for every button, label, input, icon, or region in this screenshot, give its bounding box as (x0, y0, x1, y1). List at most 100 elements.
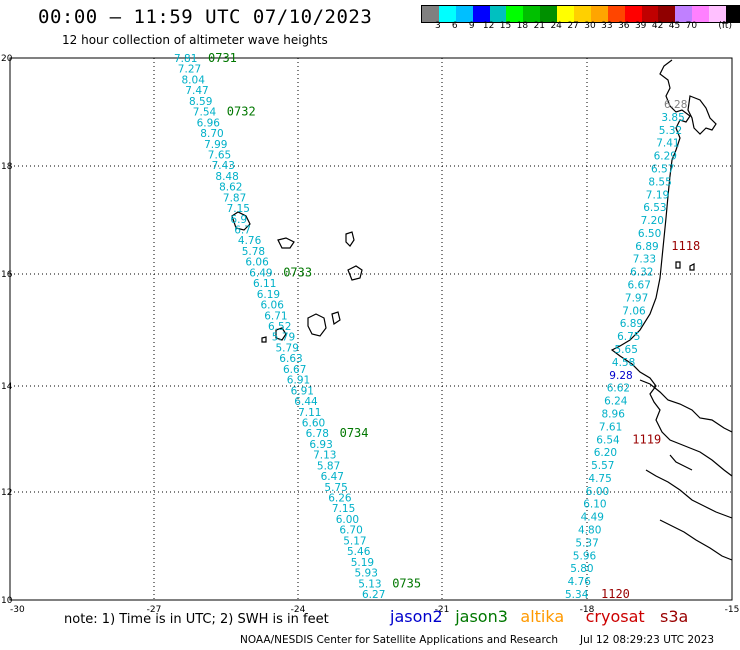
wave-height-label: 4.80 (578, 525, 601, 537)
footer-credit: NOAA/NESDIS Center for Satellite Applica… (240, 634, 558, 646)
wave-height-label: 7.47 (185, 85, 208, 97)
wave-height-label: 5.75 (324, 482, 347, 494)
wave-height-label: 7.15 (227, 203, 250, 215)
color-swatch (523, 6, 541, 22)
wave-height-label: 5.79 (272, 332, 295, 344)
wave-height-label: 6.10 (583, 499, 606, 511)
map-subtitle: 12 hour collection of altimeter wave hei… (62, 33, 328, 47)
wave-height-label: 6.20 (594, 447, 617, 459)
color-scale-label: 21 (533, 21, 546, 31)
y-tick-label: 14 (1, 382, 13, 392)
wave-height-label: 7.27 (178, 64, 201, 76)
wave-height-label: 6.19 (257, 289, 280, 301)
footer-timestamp: Jul 12 08:29:23 UTC 2023 (580, 634, 715, 646)
wave-height-label: 7.13 (313, 450, 336, 462)
wave-height-label: 6.60 (302, 418, 325, 430)
island-6 (261, 336, 267, 343)
color-swatch (624, 6, 642, 22)
wave-height-label: 6.28 (664, 99, 687, 111)
coast-detail-5 (669, 454, 693, 471)
wave-height-label: 6.54 (596, 434, 620, 446)
wave-height-label: 4.76 (238, 235, 262, 247)
wave-height-label: 5.78 (242, 246, 265, 258)
x-tick-label: -18 (580, 605, 595, 615)
wave-height-label: 5.34 (565, 589, 589, 601)
wave-height-label: 8.55 (648, 176, 671, 188)
color-swatch (422, 6, 439, 22)
wave-height-label: 7.15 (332, 503, 355, 515)
y-tick-label: 18 (1, 162, 13, 172)
wave-height-label: 6.26 (328, 493, 352, 505)
wave-height-label: 6.91 (291, 385, 314, 397)
color-scale-label: 15 (499, 21, 512, 31)
color-swatch (557, 6, 575, 22)
color-scale-label: 27 (567, 21, 579, 31)
pass-time-label: 0734 (340, 426, 369, 440)
color-swatch (438, 6, 456, 22)
pass-time-label: 1118 (671, 239, 700, 253)
wave-height-label: 6.70 (339, 525, 362, 537)
wave-height-label: 8.59 (189, 96, 212, 108)
wave-height-label: 7.19 (646, 189, 669, 201)
color-swatch (658, 6, 676, 22)
wave-height-label: 6.67 (628, 280, 651, 292)
wave-height-label: 6.62 (607, 383, 630, 395)
map-note: note: 1) Time is in UTC; 2) SWH is in fe… (64, 612, 329, 627)
coast-detail-4 (659, 519, 733, 561)
wave-height-label: 7.06 (622, 305, 646, 317)
wave-height-label: 5.13 (358, 578, 381, 590)
wave-height-label: 7.61 (599, 421, 622, 433)
island-7 (307, 313, 327, 337)
wave-height-label: 6.91 (287, 375, 310, 387)
color-swatch (675, 6, 693, 22)
color-scale-bar (421, 5, 740, 23)
legend-cryosat: cryosat (585, 607, 645, 626)
x-tick-label: -27 (147, 605, 162, 615)
wave-height-label: 5.17 (343, 535, 366, 547)
wave-height-label: 5.87 (317, 460, 340, 472)
y-tick-label: 20 (1, 54, 13, 64)
color-swatch (607, 6, 625, 22)
color-swatch (641, 6, 659, 22)
color-scale-label: 39 (634, 21, 647, 31)
wave-height-label: 8.48 (215, 171, 238, 183)
coast-detail-3 (645, 469, 733, 519)
color-swatch (455, 6, 473, 22)
wave-height-label: 6.9 (230, 214, 247, 226)
wave-height-label: 6.32 (630, 267, 653, 279)
wave-height-label: 5.93 (355, 568, 378, 580)
y-tick-label: 10 (1, 596, 13, 606)
wave-height-label: 6.71 (264, 310, 287, 322)
wave-height-label: 9.28 (609, 370, 632, 382)
wave-height-label: 7.20 (641, 215, 664, 227)
color-scale-label: 6 (451, 21, 458, 31)
wave-height-label: 4.76 (568, 576, 592, 588)
x-tick-label: -21 (435, 605, 450, 615)
coast-detail-1 (687, 95, 717, 135)
wave-height-label: 8.62 (219, 182, 242, 194)
color-scale-label: 45 (668, 21, 681, 31)
wave-height-label: 7.87 (223, 192, 246, 204)
wave-height-label: 6.00 (586, 486, 609, 498)
pass-time-label: 1119 (632, 432, 661, 446)
island-9 (675, 261, 681, 269)
wave-height-label: 5.46 (347, 546, 371, 558)
color-swatch (709, 6, 727, 22)
color-swatch (692, 6, 710, 22)
x-tick-label: -15 (725, 605, 740, 615)
pass-time-label: 0733 (283, 265, 312, 279)
coastlines (231, 59, 733, 561)
wave-height-label: 6.24 (604, 396, 628, 408)
pass-time-label: 0735 (392, 576, 421, 590)
map-frame (9, 57, 733, 601)
wave-height-label: 6.89 (635, 241, 658, 253)
color-scale-label: 24 (550, 21, 562, 31)
wave-height-label: 6.57 (651, 164, 674, 176)
color-scale-label: 33 (601, 21, 613, 31)
wave-height-label: 7.41 (656, 138, 679, 150)
wave-height-label: 5.65 (615, 344, 638, 356)
wave-height-label: 3.85 (661, 112, 684, 124)
y-tick-label: 12 (1, 488, 12, 498)
coast-detail-2 (639, 379, 733, 433)
